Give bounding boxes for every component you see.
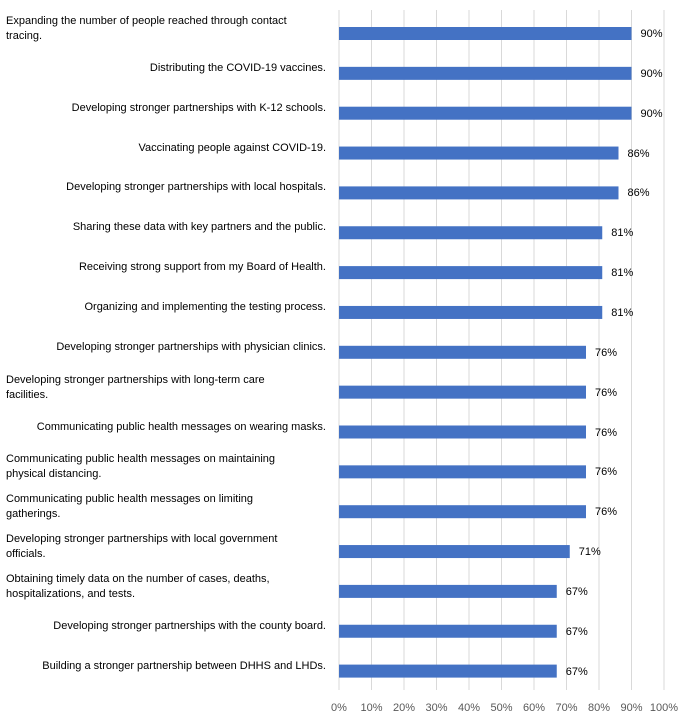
x-tick-label: 50% xyxy=(490,702,513,714)
data-label: 76% xyxy=(595,346,618,359)
data-label: 67% xyxy=(565,665,588,678)
category-label-line: hospitalizations, and tests. xyxy=(6,587,136,600)
category-label-line: Developing stronger partnerships with K-… xyxy=(71,101,326,114)
category-label: Sharing these data with key partners and… xyxy=(6,220,326,235)
category-label-line: tracing. xyxy=(6,30,43,42)
category-label-line: Expanding the number of people reached t… xyxy=(6,15,287,27)
bar xyxy=(339,624,557,638)
category-label-line: gatherings. xyxy=(6,508,61,521)
category-label: Obtaining timely data on the number of c… xyxy=(6,572,326,602)
x-tick-label: 30% xyxy=(425,702,448,714)
data-label: 81% xyxy=(611,227,634,240)
category-label: Expanding the number of people reached t… xyxy=(6,14,326,44)
data-label: 90% xyxy=(640,67,663,80)
bar xyxy=(339,266,603,280)
data-label: 76% xyxy=(595,466,618,479)
bar xyxy=(339,584,557,598)
category-label-line: Organizing and implementing the testing … xyxy=(84,300,326,313)
category-label-line: Receiving strong support from my Board o… xyxy=(78,261,326,274)
data-label: 76% xyxy=(595,386,618,399)
data-label: 86% xyxy=(627,187,650,200)
category-label-line: Developing stronger partnerships with lo… xyxy=(6,373,265,386)
category-label: Communicating public health messages on … xyxy=(6,452,326,482)
bar xyxy=(339,664,557,678)
category-label-line: officials. xyxy=(6,548,46,561)
category-label: Developing stronger partnerships with lo… xyxy=(6,532,326,562)
category-label-line: Developing stronger partnerships with th… xyxy=(53,619,326,632)
category-label-line: Developing stronger partnerships with lo… xyxy=(66,181,326,194)
category-label-line: Obtaining timely data on the number of c… xyxy=(6,572,270,585)
category-label: Vaccinating people against COVID-19. xyxy=(6,141,326,156)
x-tick-label: 90% xyxy=(620,702,643,714)
data-label: 76% xyxy=(595,426,618,439)
data-label: 67% xyxy=(565,585,588,598)
bar xyxy=(339,425,586,439)
bar xyxy=(339,345,586,359)
x-tick-label: 80% xyxy=(587,702,611,714)
category-label-line: Distributing the COVID-19 vaccines. xyxy=(149,61,326,74)
bars xyxy=(339,27,632,678)
category-label: Distributing the COVID-19 vaccines. xyxy=(6,61,326,76)
category-label-line: Communicating public health messages on … xyxy=(36,420,326,433)
category-label: Communicating public health messages on … xyxy=(6,420,326,435)
category-label: Developing stronger partnerships with ph… xyxy=(6,340,326,355)
bar xyxy=(339,27,632,40)
data-label: 86% xyxy=(627,147,650,160)
data-label: 90% xyxy=(640,28,663,40)
data-label: 76% xyxy=(595,506,618,519)
category-label: Receiving strong support from my Board o… xyxy=(6,260,326,275)
bar xyxy=(339,66,632,80)
category-label-line: facilities. xyxy=(6,388,49,401)
bar xyxy=(339,106,632,120)
bar xyxy=(339,385,586,399)
category-label-line: Sharing these data with key partners and… xyxy=(72,221,326,234)
data-label: 71% xyxy=(578,546,601,559)
category-label-line: Building a stronger partnership between … xyxy=(42,659,326,672)
category-label: Developing stronger partnerships with lo… xyxy=(6,373,326,403)
bar xyxy=(339,146,619,160)
bar xyxy=(339,505,586,519)
bar xyxy=(339,545,570,559)
category-label: Developing stronger partnerships with lo… xyxy=(6,180,326,195)
bar xyxy=(339,186,619,200)
data-label: 81% xyxy=(611,267,634,280)
x-tick-label: 0% xyxy=(331,702,347,714)
x-tick-label: 10% xyxy=(360,702,383,714)
category-label: Communicating public health messages on … xyxy=(6,492,326,522)
x-tick-label: 20% xyxy=(392,702,416,714)
data-label: 90% xyxy=(640,107,663,120)
category-label-line: Vaccinating people against COVID-19. xyxy=(138,141,326,154)
category-label-line: Communicating public health messages on … xyxy=(6,493,254,506)
x-tick-label: 70% xyxy=(555,702,578,714)
category-label-line: Developing stronger partnerships with lo… xyxy=(6,533,278,546)
data-label: 67% xyxy=(565,625,588,638)
bar xyxy=(339,226,603,240)
x-tick-label: 60% xyxy=(522,702,546,714)
category-label-line: Communicating public health messages on … xyxy=(6,453,276,466)
category-label-line: physical distancing. xyxy=(6,468,102,481)
category-label: Developing stronger partnerships with K-… xyxy=(6,101,326,116)
bar xyxy=(339,465,586,479)
x-tick-label: 100% xyxy=(649,702,679,714)
x-tick-label: 40% xyxy=(457,702,481,714)
data-label: 81% xyxy=(611,306,634,319)
category-label: Organizing and implementing the testing … xyxy=(6,300,326,315)
category-label: Building a stronger partnership between … xyxy=(6,659,326,674)
category-label-line: Developing stronger partnerships with ph… xyxy=(56,340,326,353)
category-label: Developing stronger partnerships with th… xyxy=(6,619,326,634)
bar xyxy=(339,305,603,319)
